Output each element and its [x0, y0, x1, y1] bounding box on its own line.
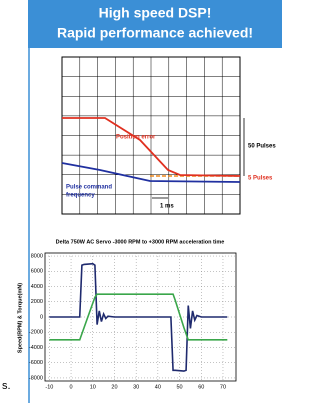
y-tick-label: 8000	[31, 254, 43, 260]
x-tick-label: 30	[133, 384, 139, 390]
x-tick-label: 50	[177, 384, 183, 390]
label: 5 Pulses	[248, 176, 273, 182]
banner-title: High speed DSP!	[99, 5, 212, 21]
series-line	[49, 264, 227, 371]
label: Pulse command	[66, 185, 112, 191]
label: Position error	[116, 135, 156, 141]
y-tick-label: -6000	[29, 360, 43, 366]
chart-title: Delta 750W AC Servo -3000 RPM to +3000 R…	[56, 239, 225, 245]
y-axis-label: Speed(RPM) & Torque(mN)	[17, 283, 23, 353]
label: 1 ms	[160, 204, 174, 210]
y-tick-label: -2000	[29, 330, 43, 336]
x-tick-label: -10	[45, 384, 53, 390]
x-tick-label: 10	[90, 384, 96, 390]
label: frequency	[66, 193, 95, 199]
x-tick-label: 0	[70, 384, 73, 390]
y-tick-label: -8000	[29, 375, 43, 381]
x-tick-label: 60	[198, 384, 204, 390]
y-tick-label: 4000	[31, 284, 43, 290]
page: High speed DSP! Rapid performance achiev…	[0, 0, 282, 403]
y-tick-label: 0	[40, 314, 43, 320]
chart: -8000 -6000 -4000 -2000 0 2000 4000 6000 8000 -10…	[29, 253, 236, 390]
y-tick-label: 2000	[31, 299, 43, 305]
footer-text: s.	[2, 380, 11, 392]
x-tick-label: 70	[220, 384, 226, 390]
x-tick-label: 20	[111, 384, 117, 390]
banner-subtitle: Rapid performance achieved!	[57, 25, 253, 41]
label: 50 Pulses	[248, 144, 276, 150]
x-tick-label: 40	[155, 384, 161, 390]
y-tick-label: -4000	[29, 345, 43, 351]
y-tick-label: 6000	[31, 269, 43, 275]
